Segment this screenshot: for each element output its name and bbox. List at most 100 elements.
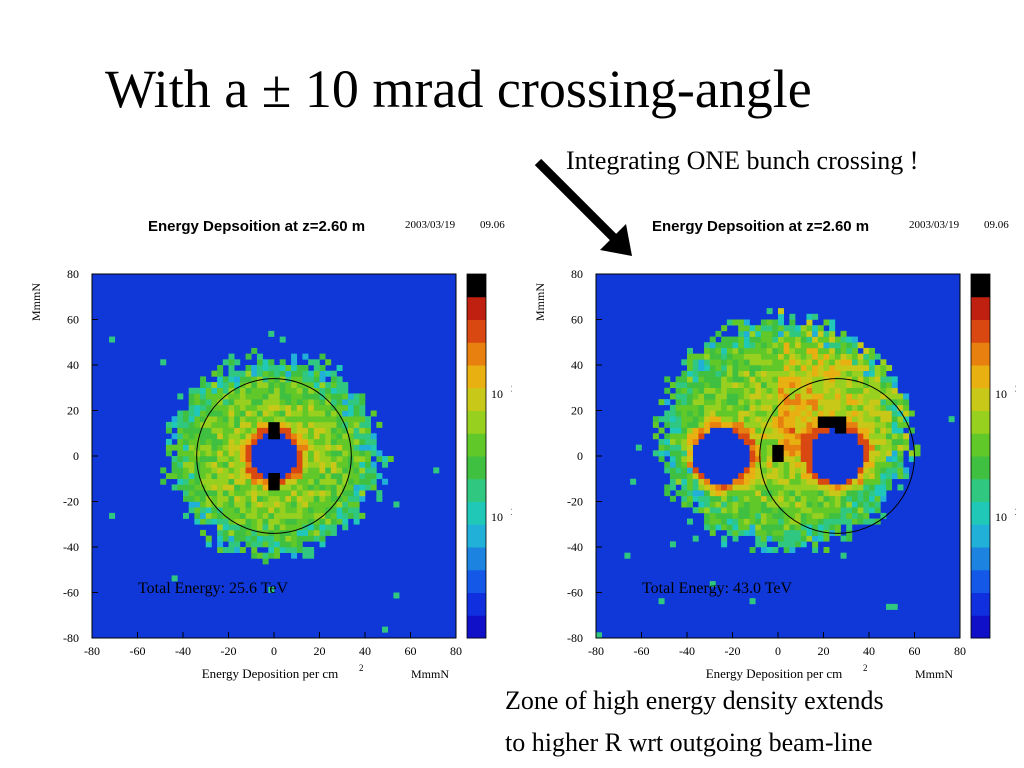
heatmap-cell (760, 473, 767, 480)
heatmap-cell (302, 501, 309, 508)
colorbar-segment (467, 524, 486, 548)
heatmap-cell (857, 393, 864, 400)
heatmap-cell (382, 626, 389, 633)
heatmap-cell (177, 393, 184, 400)
heatmap-cell (194, 507, 201, 514)
heatmap-cell (783, 433, 790, 440)
heatmap-cell (205, 467, 212, 474)
heatmap-cell (234, 518, 241, 525)
heatmap-cell (755, 456, 762, 462)
heatmap-cell (869, 478, 875, 485)
heatmap-cell (783, 450, 790, 457)
heatmap-cell (251, 393, 258, 400)
heatmap-cell (732, 421, 739, 428)
heatmap-cell (800, 404, 807, 411)
heatmap-cell (772, 524, 779, 531)
heatmap-cell (834, 359, 841, 366)
heatmap-cell (698, 495, 705, 502)
heatmap-cell (851, 501, 858, 508)
heatmap-cell (268, 512, 275, 519)
heatmap-cell (165, 421, 172, 428)
heatmap-cell (812, 478, 819, 485)
heatmap-cell (795, 370, 802, 377)
heatmap-cell (296, 467, 303, 474)
heatmap-cell (817, 382, 824, 389)
heatmap-cell (330, 490, 337, 497)
heatmap-cell (217, 416, 224, 423)
heatmap-cell (749, 387, 756, 394)
heatmap-cell (880, 382, 887, 389)
heatmap-cell (698, 399, 705, 406)
heatmap-cell (658, 444, 665, 451)
heatmap-cell (336, 478, 343, 485)
heatmap-cell (715, 393, 722, 400)
heatmap-cell (308, 444, 315, 451)
y-tick-label: -80 (63, 631, 79, 645)
heatmap-cell (262, 490, 269, 497)
heatmap-cell (245, 473, 252, 480)
heatmap-cell (772, 376, 779, 383)
y-tick-label: 20 (571, 404, 583, 418)
heatmap-cell (228, 484, 235, 491)
heatmap-cell (846, 416, 853, 423)
heatmap-cell (778, 325, 784, 332)
heatmap-cell (766, 387, 773, 394)
heatmap-cell (336, 421, 343, 428)
heatmap-cell (812, 507, 819, 514)
heatmap-cell (749, 353, 756, 360)
heatmap-cell (313, 490, 320, 497)
heatmap-cell (778, 484, 784, 491)
heatmap-cell (268, 490, 275, 497)
heatmap-cell (342, 404, 349, 411)
heatmap-cell (823, 501, 830, 508)
heatmap-cell (726, 359, 733, 366)
heatmap-cell (692, 393, 699, 400)
heatmap-cell (743, 376, 750, 383)
heatmap-cell (891, 399, 898, 406)
heatmap-cell (869, 404, 875, 411)
heatmap-cell (222, 535, 229, 542)
heatmap-cell (760, 393, 767, 400)
heatmap-cell (721, 524, 728, 531)
heatmap-cell (778, 393, 784, 400)
heatmap-cell (738, 393, 745, 400)
heatmap-cell (715, 382, 722, 389)
heatmap-cell (313, 427, 320, 434)
heatmap-cell (806, 495, 813, 502)
heatmap-cell (285, 535, 292, 542)
heatmap-cell (228, 495, 235, 502)
heatmap-cell (812, 547, 819, 553)
heatmap-cell (698, 484, 705, 491)
heatmap-cell (228, 501, 235, 508)
colorbar (971, 274, 990, 639)
heatmap-cell (817, 353, 824, 360)
heatmap-cell (285, 433, 292, 440)
heatmap-cell (234, 501, 241, 508)
heatmap-cell (760, 342, 767, 349)
heatmap-cell (313, 524, 320, 531)
heatmap-cell (812, 433, 819, 440)
heatmap-cell (274, 410, 280, 417)
heatmap-cell (330, 427, 337, 434)
heatmap-cell (732, 501, 739, 508)
heatmap-cell (359, 427, 366, 434)
heatmap-cell (806, 478, 813, 485)
heatmap-cell (353, 495, 360, 502)
heatmap-cell (851, 421, 858, 428)
heatmap-cell (704, 421, 711, 428)
heatmap-cell (234, 427, 241, 434)
heatmap-cell (262, 541, 269, 548)
heatmap-cell (880, 467, 887, 474)
x-axis-unit: MmmN (915, 667, 953, 681)
heatmap-cell (749, 427, 756, 434)
heatmap-cell (217, 382, 224, 389)
heatmap-cell (165, 438, 172, 445)
heatmap-cell (285, 541, 292, 548)
heatmap-cell (285, 399, 292, 406)
heatmap-cell (279, 416, 286, 423)
heatmap-cell (869, 410, 875, 417)
heatmap-cell (789, 444, 796, 451)
chart-title: Energy Depsoition at z=2.60 m (652, 218, 869, 235)
heatmap-cell (783, 484, 790, 491)
heatmap-cell (302, 507, 309, 514)
